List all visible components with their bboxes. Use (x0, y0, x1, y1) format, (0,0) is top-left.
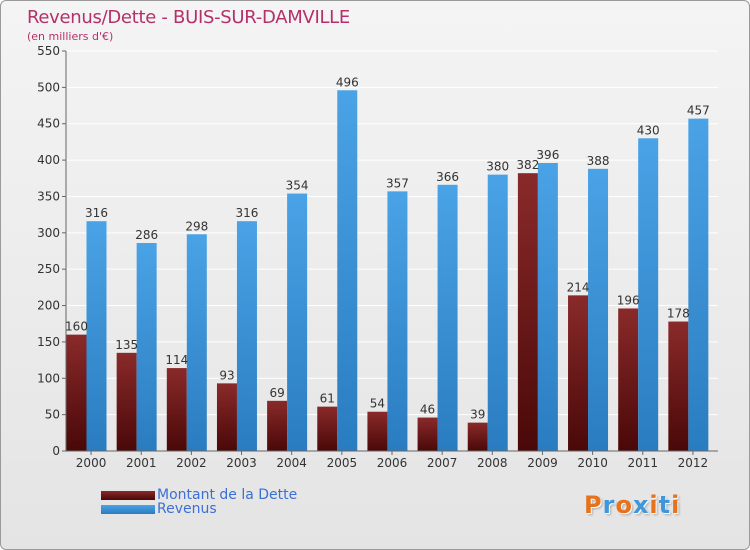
data-label-dette: 178 (667, 307, 690, 321)
x-tick-label: 2007 (427, 456, 458, 470)
x-tick-label: 2002 (176, 456, 207, 470)
y-tick-label: 250 (37, 262, 60, 276)
x-tick-label: 2003 (226, 456, 257, 470)
data-label-dette: 135 (115, 338, 138, 352)
data-label-dette: 39 (470, 408, 485, 422)
data-label-revenus: 457 (687, 104, 710, 118)
x-tick-label: 2006 (377, 456, 408, 470)
y-tick-label: 300 (37, 226, 60, 240)
x-tick-label: 2005 (327, 456, 358, 470)
bar-revenus (588, 168, 609, 451)
logo-letter: x (632, 491, 650, 519)
bar-dette (216, 383, 237, 451)
bar-dette (116, 352, 137, 451)
proxiti-logo: Proxiti (584, 491, 680, 519)
y-tick-label: 200 (37, 299, 60, 313)
logo-letter: P (584, 491, 603, 519)
bar-revenus (186, 234, 207, 451)
bar-dette (568, 295, 589, 451)
y-tick-label: 100 (37, 371, 60, 385)
legend-label-dette: Montant de la Dette (157, 487, 298, 503)
y-tick-label: 400 (37, 153, 60, 167)
data-label-revenus: 496 (336, 75, 359, 89)
bar-revenus (136, 243, 157, 451)
y-tick-label: 0 (52, 444, 60, 458)
legend-swatch-dette (101, 490, 155, 500)
logo-letter: r (602, 491, 616, 519)
x-tick-label: 2001 (126, 456, 157, 470)
bar-revenus (638, 138, 659, 452)
bar-dette (618, 308, 639, 451)
data-label-dette: 61 (320, 392, 335, 406)
bar-dette (317, 406, 338, 451)
bar-dette (367, 411, 388, 451)
data-label-dette: 196 (617, 293, 640, 307)
bar-revenus (537, 163, 558, 451)
data-label-dette: 382 (516, 158, 539, 172)
bar-dette (517, 173, 538, 451)
x-tick-label: 2009 (527, 456, 558, 470)
bar-dette (166, 368, 187, 451)
bar-revenus (387, 191, 408, 451)
bar-revenus (337, 90, 358, 451)
bar-revenus (487, 174, 508, 452)
legend-label-revenus: Revenus (157, 501, 217, 517)
bar-dette (467, 422, 488, 451)
x-tick-label: 2004 (276, 456, 307, 470)
bar-dette (267, 400, 288, 451)
chart-subtitle: (en milliers d'€) (27, 30, 114, 43)
legend-item-revenus: Revenus (101, 501, 217, 517)
bar-revenus (86, 221, 107, 451)
y-tick-label: 450 (37, 117, 60, 131)
data-label-revenus: 316 (85, 206, 108, 220)
data-label-dette: 114 (165, 353, 188, 367)
x-tick-label: 2011 (627, 456, 658, 470)
logo-letter: t (658, 491, 672, 519)
data-label-revenus: 354 (286, 179, 309, 193)
axis-layer: 0 50 100 150 200 250 300 350 400 450 500 550 2000 200… (37, 44, 718, 470)
bar-revenus (437, 184, 458, 451)
y-tick-label: 150 (37, 335, 60, 349)
x-tick-label: 2012 (678, 456, 709, 470)
data-label-revenus: 380 (486, 160, 509, 174)
data-label-dette: 46 (420, 403, 435, 417)
x-tick-label: 2000 (76, 456, 107, 470)
data-label-dette: 54 (370, 397, 385, 411)
bar-dette (417, 417, 438, 451)
bar-dette (668, 321, 689, 451)
bar-dette (66, 334, 87, 451)
y-tick-label: 350 (37, 189, 60, 203)
data-label-dette: 93 (219, 368, 234, 382)
logo-letter: i (671, 491, 681, 519)
data-label-revenus: 286 (135, 228, 158, 242)
bars-layer (66, 90, 709, 452)
data-label-revenus: 316 (236, 206, 259, 220)
y-tick-label: 550 (37, 44, 60, 58)
chart-title: Revenus/Dette - BUIS-SUR-DAMVILLE (27, 7, 350, 28)
bar-revenus (688, 118, 709, 452)
legend-item-dette: Montant de la Dette (101, 487, 297, 503)
bar-revenus (287, 193, 308, 451)
data-label-revenus: 366 (436, 170, 459, 184)
legend-swatch-revenus (101, 504, 155, 514)
x-tick-label: 2008 (477, 456, 508, 470)
data-label-revenus: 357 (386, 176, 409, 190)
bar-revenus (236, 221, 257, 451)
labels-layer: 160 316 135 286 114 298 93 316 69 354 61 496 54 357 46… (65, 75, 710, 421)
data-label-revenus: 388 (587, 154, 610, 168)
data-label-revenus: 430 (637, 123, 660, 137)
y-tick-label: 500 (37, 80, 60, 94)
data-label-dette: 214 (567, 280, 590, 294)
y-tick-label: 50 (45, 408, 60, 422)
logo-letter: o (615, 491, 633, 519)
data-label-revenus: 298 (185, 219, 208, 233)
x-tick-label: 2010 (577, 456, 608, 470)
logo-letter: i (649, 491, 659, 519)
data-label-revenus: 396 (536, 148, 559, 162)
data-label-dette: 160 (65, 320, 88, 334)
data-label-dette: 69 (269, 386, 284, 400)
